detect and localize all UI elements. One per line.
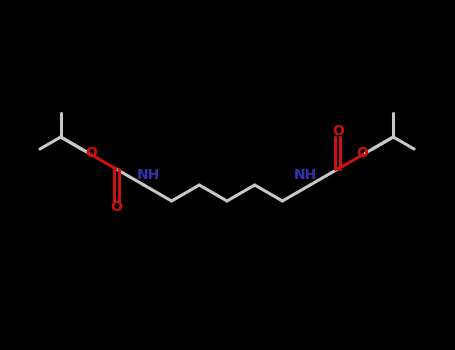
Text: O: O [357,146,369,160]
Text: NH: NH [137,168,161,182]
Text: O: O [332,124,344,138]
Text: O: O [110,200,122,214]
Text: O: O [86,146,97,160]
Text: NH: NH [293,168,317,182]
